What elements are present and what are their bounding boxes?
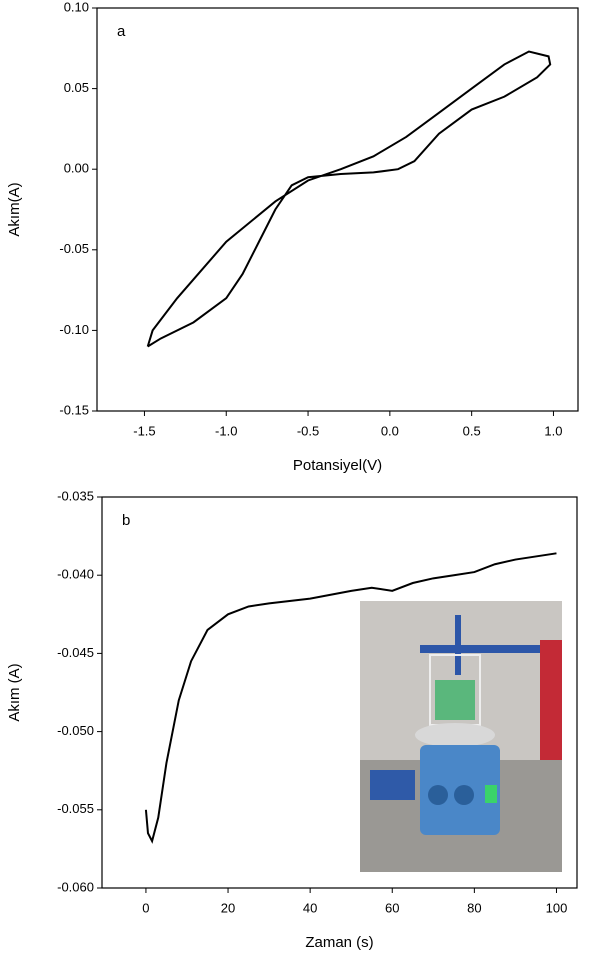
inset-photo: [360, 601, 562, 872]
y-tick-label: -0.035: [57, 488, 94, 503]
x-tick-label: 0: [142, 900, 149, 915]
x-tick-label: 20: [221, 900, 235, 915]
y-tick-label: -0.060: [57, 879, 94, 894]
x-tick-label: -1.0: [215, 423, 237, 438]
y-tick-label: -0.055: [57, 801, 94, 816]
y-tick-label: 0.05: [64, 80, 89, 95]
panel-label: a: [117, 23, 126, 40]
x-tick-label: 1.0: [544, 423, 562, 438]
x-tick-label: -1.5: [133, 423, 155, 438]
data-line: [144, 552, 557, 844]
x-tick-label: 40: [303, 900, 317, 915]
y-tick-label: -0.045: [57, 645, 94, 660]
plot-frame: [96, 7, 579, 412]
y-tick-label: -0.15: [59, 402, 89, 417]
x-tick-label: 0.0: [381, 423, 399, 438]
y-axis-label: Akım(A): [6, 182, 23, 236]
x-axis-label: Zaman (s): [305, 934, 373, 951]
x-tick-label: 100: [546, 900, 568, 915]
x-tick-label: 80: [467, 900, 481, 915]
y-axis-label: Akım (A): [6, 663, 23, 721]
x-tick-label: 0.5: [463, 423, 481, 438]
y-tick-label: -0.050: [57, 723, 94, 738]
y-tick-label: -0.05: [59, 241, 89, 256]
y-tick-label: 0.00: [64, 161, 89, 176]
y-tick-label: -0.040: [57, 567, 94, 582]
data-line: [146, 50, 552, 348]
y-tick-label: 0.10: [64, 0, 89, 14]
panel-label: b: [122, 512, 130, 529]
plot-frame: [101, 496, 578, 889]
x-axis-label: Potansiyel(V): [293, 457, 382, 474]
y-tick-label: -0.10: [59, 322, 89, 337]
x-tick-label: -0.5: [297, 423, 319, 438]
x-tick-label: 60: [385, 900, 399, 915]
